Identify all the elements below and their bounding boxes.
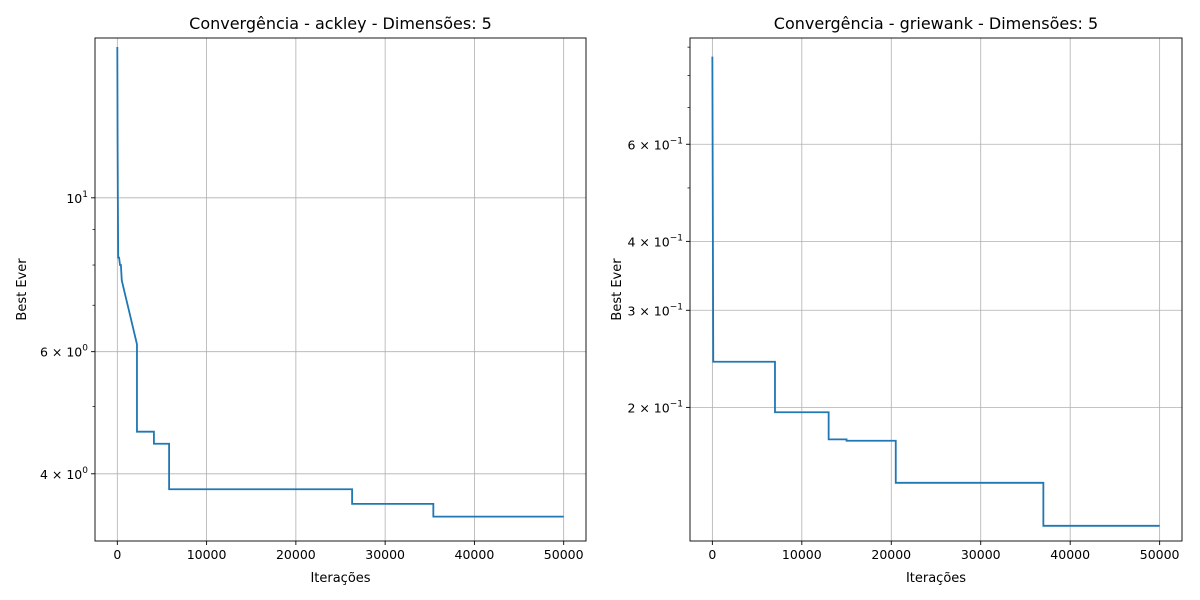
chart-title: Convergência - griewank - Dimensões: 5 bbox=[774, 14, 1098, 33]
axes-frame bbox=[689, 37, 1183, 542]
x-tick-label: 40000 bbox=[1050, 547, 1090, 562]
chart-title: Convergência - ackley - Dimensões: 5 bbox=[189, 14, 492, 33]
y-tick-label: 2 × 10−1 bbox=[627, 399, 683, 415]
y-tick-label: 3 × 10−1 bbox=[627, 302, 683, 318]
series-line-1 bbox=[116, 46, 564, 518]
x-axis-label: Iterações bbox=[310, 571, 370, 586]
y-tick-label: 4 × 10−1 bbox=[627, 233, 683, 249]
x-axis-label: Iterações bbox=[906, 571, 966, 586]
x-tick-label: 50000 bbox=[1140, 547, 1180, 562]
axes-frame bbox=[94, 37, 587, 542]
x-tick-label: 30000 bbox=[961, 547, 1001, 562]
y-tick-label: 101 bbox=[66, 190, 88, 206]
y-tick-label: 4 × 100 bbox=[40, 466, 88, 482]
x-tick-label: 10000 bbox=[782, 547, 822, 562]
x-tick-label: 50000 bbox=[544, 547, 584, 562]
chart-panel-1: 0 10000 20000 30000 40000 50000 101 6 × 100 4 × … bbox=[15, 14, 587, 586]
x-tick-label: 30000 bbox=[365, 547, 405, 562]
x-tick-label: 20000 bbox=[276, 547, 316, 562]
y-tick-label: 6 × 100 bbox=[40, 344, 88, 360]
y-tick-label: 6 × 10−1 bbox=[627, 136, 683, 152]
x-tick-label: 20000 bbox=[871, 547, 911, 562]
series-line-1 bbox=[711, 56, 1160, 527]
y-axis-label: Best Ever bbox=[610, 258, 625, 321]
x-tick-label: 0 bbox=[113, 547, 121, 562]
x-tick-label: 10000 bbox=[187, 547, 227, 562]
x-tick-label: 40000 bbox=[455, 547, 495, 562]
chart-panel-2: 0 10000 20000 30000 40000 50000 6 × 10−1 4 × 10… bbox=[610, 14, 1183, 586]
x-tick-label: 0 bbox=[708, 547, 716, 562]
y-axis-label: Best Ever bbox=[15, 258, 30, 321]
